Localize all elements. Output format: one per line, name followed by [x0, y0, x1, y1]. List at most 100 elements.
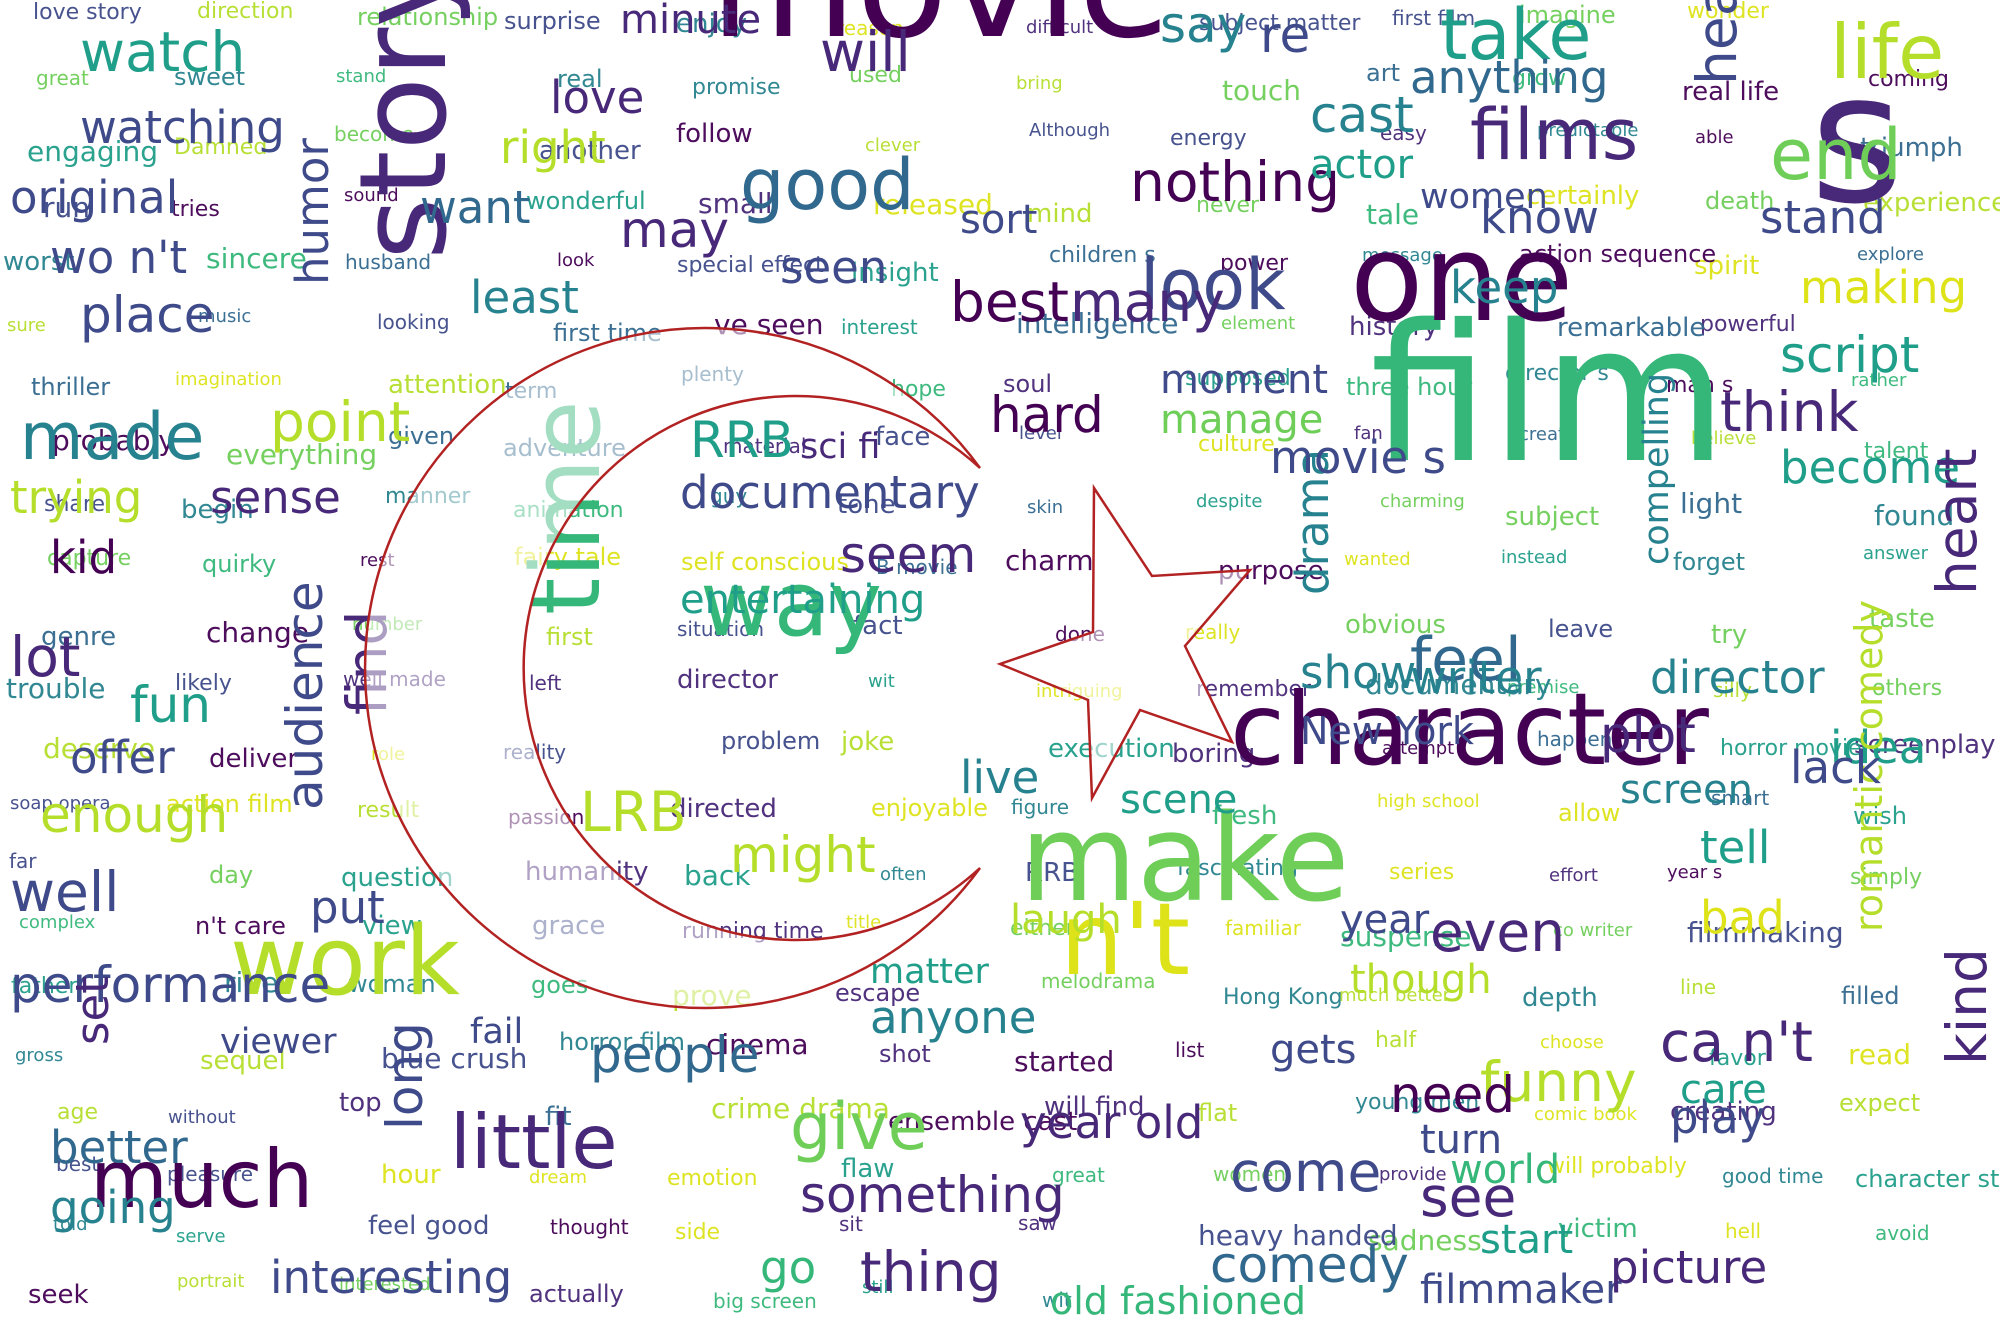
- small-word-71: imagination: [175, 369, 282, 390]
- small-word-24: Damned: [174, 135, 268, 160]
- small-word-213: age: [57, 1100, 98, 1125]
- word-11: time: [512, 400, 622, 615]
- small-word-197: much better: [1339, 985, 1451, 1006]
- small-word-61: looking: [377, 310, 450, 334]
- small-word-54: power: [1220, 251, 1288, 276]
- word-74: wo n't: [50, 231, 188, 284]
- word-102: put: [310, 881, 385, 934]
- word-56: manage: [1160, 397, 1324, 443]
- word-37: kind: [1935, 948, 1999, 1065]
- small-word-39: small: [698, 187, 773, 220]
- small-word-172: RRB: [1025, 858, 1079, 888]
- small-word-195: melodrama: [1041, 969, 1156, 993]
- small-word-34: triumph: [1860, 133, 1963, 163]
- word-101: viewer: [220, 1022, 337, 1062]
- word-88: better: [50, 1121, 188, 1174]
- small-word-221: young men: [1355, 1090, 1480, 1115]
- word-125: New York: [1300, 709, 1475, 753]
- small-word-165: wish: [1853, 802, 1908, 830]
- small-word-75: hope: [891, 377, 946, 402]
- small-word-88: level: [1019, 423, 1062, 444]
- small-word-11: great: [36, 66, 89, 90]
- small-word-129: taste: [1869, 604, 1935, 634]
- small-word-255: wit: [1042, 1288, 1072, 1312]
- small-word-119: change: [206, 616, 310, 649]
- word-103: documentary: [680, 466, 980, 519]
- small-word-82: probably: [52, 424, 175, 457]
- small-word-126: obvious: [1345, 610, 1446, 640]
- word-100: fail: [470, 1012, 524, 1052]
- small-word-201: gross: [15, 1045, 64, 1066]
- small-word-210: choose: [1540, 1032, 1604, 1053]
- word-71: watch: [80, 20, 246, 84]
- small-word-204: horror film: [559, 1028, 686, 1056]
- word-43: funny: [1480, 1050, 1637, 1114]
- small-word-27: follow: [676, 119, 753, 149]
- small-word-77: supposed: [1185, 366, 1291, 391]
- small-word-157: passion: [508, 805, 585, 829]
- small-word-252: actually: [529, 1280, 624, 1308]
- small-word-46: experience: [1863, 188, 2000, 218]
- small-word-57: spirit: [1694, 251, 1760, 281]
- small-word-63: ve seen: [714, 308, 824, 341]
- small-word-148: execution: [1048, 734, 1175, 764]
- small-word-37: sound: [344, 185, 399, 206]
- small-word-112: charm: [1005, 544, 1094, 577]
- small-word-206: shot: [879, 1040, 931, 1068]
- small-word-228: dream: [529, 1167, 588, 1188]
- word-64: minute: [620, 0, 762, 43]
- small-word-38: wonderful: [526, 187, 646, 215]
- small-word-36: tries: [171, 197, 220, 222]
- word-59: best: [950, 270, 1069, 334]
- small-word-104: light: [1680, 487, 1743, 520]
- small-word-124: done: [1055, 622, 1105, 646]
- small-word-114: wanted: [1344, 549, 1411, 570]
- word-97: long: [376, 1022, 434, 1130]
- word-96: interesting: [270, 1251, 513, 1304]
- small-word-76: soul: [1003, 370, 1053, 398]
- word-44: need: [1390, 1066, 1515, 1124]
- word-18: head: [1685, 0, 1749, 85]
- small-word-94: share: [44, 492, 105, 517]
- small-word-223: creating: [1670, 1097, 1777, 1127]
- small-word-56: action sequence: [1519, 240, 1717, 268]
- small-word-156: result: [357, 798, 420, 823]
- small-word-41: mind: [1027, 199, 1093, 229]
- small-word-164: smart: [1711, 786, 1770, 810]
- word-112: year old: [1020, 1096, 1204, 1149]
- small-word-62: first time: [553, 319, 662, 347]
- small-word-66: element: [1221, 313, 1296, 334]
- word-95: go: [760, 1241, 817, 1294]
- word-33: become: [1780, 441, 1961, 494]
- small-word-237: told: [53, 1214, 88, 1235]
- word-123: though: [1350, 957, 1492, 1003]
- word-87: performance: [10, 956, 331, 1014]
- small-word-193: prove: [672, 979, 752, 1012]
- small-word-4: enjoy: [676, 9, 747, 39]
- small-word-45: death: [1705, 187, 1775, 215]
- small-word-161: fresh: [1212, 801, 1278, 831]
- word-42: ca n't: [1660, 1010, 1813, 1074]
- word-25: actor: [1310, 142, 1414, 188]
- word-5: s: [1810, 35, 1904, 244]
- small-word-140: silly: [1713, 678, 1752, 702]
- word-15: life: [1830, 8, 1945, 96]
- word-82: offer: [70, 731, 175, 784]
- word-122: gets: [1270, 1027, 1357, 1073]
- word-39: tell: [1700, 821, 1771, 874]
- small-word-153: screenplay: [1854, 730, 1996, 760]
- small-word-248: avoid: [1875, 1221, 1930, 1245]
- small-word-217: crime drama: [711, 1092, 890, 1125]
- word-72: watching: [80, 101, 285, 154]
- word-27: women: [1420, 177, 1548, 217]
- word-55: moment: [1160, 357, 1329, 403]
- word-80: lot: [10, 625, 81, 689]
- small-word-163: allow: [1558, 799, 1621, 827]
- small-word-107: quirky: [202, 550, 277, 578]
- small-word-65: intelligence: [1016, 307, 1179, 340]
- small-word-78: three hour: [1346, 373, 1473, 401]
- small-word-219: will find: [1044, 1092, 1145, 1122]
- small-word-225: best: [56, 1152, 100, 1176]
- word-107: entertaining: [680, 577, 926, 623]
- word-121: care: [1680, 1067, 1767, 1113]
